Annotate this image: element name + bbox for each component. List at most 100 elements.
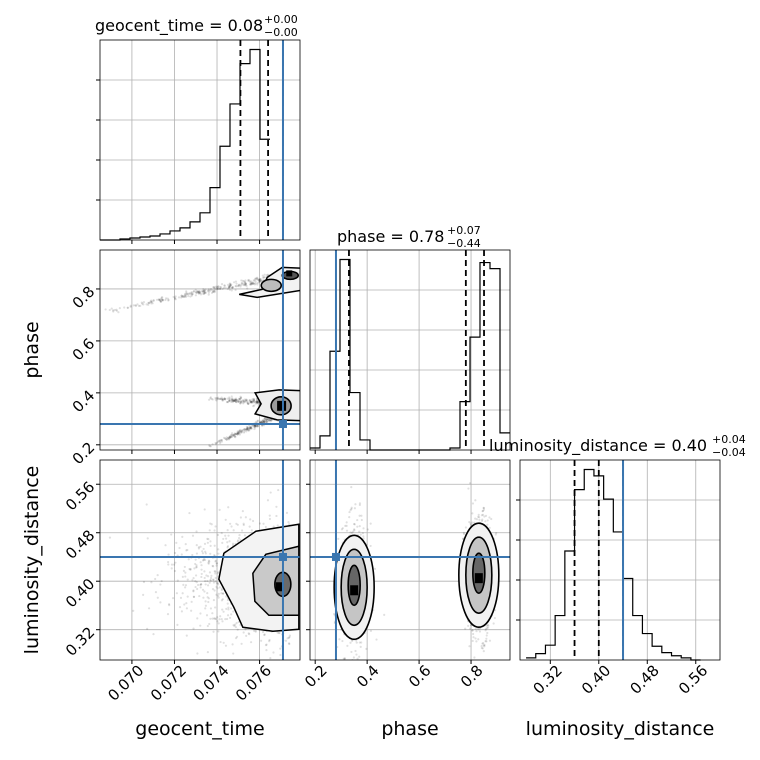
p20-sample-point bbox=[285, 511, 289, 515]
xtick-label-geocent_time: 0.076 bbox=[232, 662, 275, 705]
p21-sample-point bbox=[469, 482, 472, 485]
p20-sample-point bbox=[220, 592, 223, 595]
p10-sample-point bbox=[255, 401, 259, 404]
p20-sample-point bbox=[221, 608, 224, 611]
p10-truth-marker bbox=[278, 420, 287, 429]
p21-sample-point bbox=[349, 641, 352, 644]
panel-phase-hist bbox=[309, 249, 511, 454]
p20-sample-point bbox=[147, 607, 151, 610]
p10-sample-point bbox=[161, 298, 164, 301]
p20-sample-point bbox=[215, 562, 219, 565]
p10-sample-point bbox=[252, 279, 255, 282]
p20-sample-point bbox=[226, 617, 229, 621]
p20-sample-point bbox=[245, 634, 248, 637]
p10-sample-point bbox=[189, 292, 192, 295]
p10-sample-point bbox=[253, 425, 256, 428]
p20-sample-point bbox=[225, 595, 228, 598]
p10-sample-point bbox=[244, 283, 247, 286]
p10-sample-point bbox=[258, 278, 261, 281]
p20-sample-point bbox=[262, 522, 265, 525]
p10-sample-point bbox=[191, 293, 194, 296]
p10-sample-point bbox=[268, 418, 271, 422]
p20-sample-point bbox=[195, 566, 198, 569]
p21-sample-point bbox=[475, 630, 478, 633]
p20-sample-point bbox=[204, 600, 207, 603]
p10-sample-point bbox=[185, 290, 188, 293]
p20-sample-point bbox=[268, 638, 271, 642]
p10-sample-point bbox=[264, 419, 267, 422]
p10-sample-point bbox=[245, 428, 249, 431]
p10-sample-point bbox=[217, 287, 220, 290]
p10-sample-point bbox=[226, 400, 229, 404]
p20-sample-point bbox=[186, 595, 189, 598]
p10-sample-point bbox=[214, 396, 217, 400]
p10-sample-point bbox=[248, 279, 251, 282]
p20-sample-point bbox=[168, 604, 171, 607]
p10-sample-point bbox=[217, 285, 220, 288]
p10-sample-point bbox=[250, 282, 254, 285]
p20-sample-point bbox=[179, 596, 183, 599]
p10-sample-point bbox=[248, 280, 252, 284]
p10-sample-point bbox=[230, 433, 233, 437]
p10-sample-point bbox=[147, 303, 150, 306]
p10-sample-point bbox=[266, 420, 269, 423]
p20-sample-point bbox=[235, 522, 238, 525]
p10-sample-point bbox=[253, 399, 256, 402]
p10-sample-point bbox=[227, 286, 230, 289]
p20-sample-point bbox=[174, 561, 177, 564]
p20-sample-point bbox=[236, 540, 239, 543]
p10-sample-point bbox=[214, 441, 217, 445]
p10-sample-point bbox=[229, 284, 232, 288]
p10-sample-point bbox=[250, 401, 254, 405]
p20-sample-point bbox=[214, 617, 217, 621]
p10-sample-point bbox=[246, 428, 249, 431]
p20-sample-point bbox=[220, 587, 224, 590]
ytick-label-luminosity_distance: 0.48 bbox=[62, 526, 98, 562]
p10-sample-point bbox=[262, 419, 265, 423]
p10-sample-point bbox=[254, 278, 257, 281]
p10-sample-point bbox=[160, 297, 163, 301]
p21-sample-point bbox=[482, 644, 485, 647]
p21-sample-point bbox=[484, 520, 487, 523]
p20-sample-point bbox=[197, 547, 201, 550]
p20-sample-point bbox=[200, 575, 203, 579]
p20-sample-point bbox=[145, 503, 148, 506]
xtick-label-phase: 0.2 bbox=[301, 662, 331, 692]
p21-sample-point bbox=[485, 637, 488, 640]
p10-sample-point bbox=[201, 290, 204, 293]
p20-sample-point bbox=[266, 499, 270, 502]
p20-sample-point bbox=[250, 529, 253, 532]
p10-sample-point bbox=[236, 432, 240, 435]
p10-sample-point bbox=[252, 401, 255, 404]
p10-sample-point bbox=[221, 398, 225, 401]
p21-sample-point bbox=[350, 486, 353, 489]
p10-sample-point bbox=[199, 291, 202, 295]
p21-sample-point bbox=[474, 499, 477, 502]
p10-sample-point bbox=[228, 399, 231, 403]
p10-sample-point bbox=[194, 290, 197, 294]
p10-sample-point bbox=[249, 280, 253, 283]
p20-sample-point bbox=[213, 554, 216, 557]
p10-sample-point bbox=[234, 280, 238, 283]
p10-sample-point bbox=[223, 284, 226, 287]
p10-sample-point bbox=[230, 395, 233, 398]
ytick-label-luminosity_distance: 0.56 bbox=[62, 478, 98, 514]
p20-sample-point bbox=[242, 523, 245, 527]
p10-sample-point bbox=[230, 432, 234, 435]
p10-sample-point bbox=[269, 418, 272, 421]
p10-sample-point bbox=[220, 438, 223, 442]
p10-sample-point bbox=[161, 298, 164, 301]
p10-sample-point bbox=[254, 400, 257, 404]
p21-sample-point bbox=[345, 524, 348, 528]
p20-sample-point bbox=[207, 600, 210, 604]
p10-sample-point bbox=[228, 436, 231, 439]
p10-sample-point bbox=[177, 296, 181, 299]
p20-sample-point bbox=[194, 558, 197, 561]
p20-sample-point bbox=[233, 624, 236, 628]
p10-sample-point bbox=[243, 428, 246, 431]
p10-sample-point bbox=[209, 396, 212, 399]
p10-sample-point bbox=[242, 283, 245, 286]
p10-sample-point bbox=[228, 397, 232, 400]
p21-sample-point bbox=[474, 637, 477, 640]
p10-sample-point bbox=[228, 396, 231, 399]
